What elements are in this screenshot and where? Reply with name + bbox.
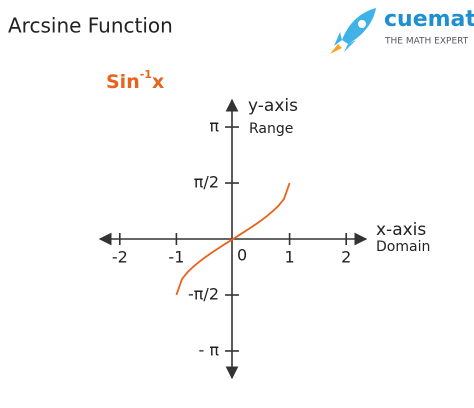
brand-tagline: THE MATH EXPERT [384,37,469,47]
function-exponent: -1 [140,68,152,81]
origin-label: 0 [237,246,247,265]
header-title: Arcsine Function [8,14,173,38]
y-tick-label: - π [199,340,220,359]
x-axis-label: x-axis [376,220,426,240]
brand-name: cuemath [384,7,474,32]
arcsine-curve [175,182,291,296]
y-axis-sublabel: Range [249,121,293,137]
function-label: Sin-1x [106,68,164,93]
rocket-flame [330,44,342,54]
x-axis-sublabel: Domain [376,239,430,255]
y-axis-label: y-axis [248,96,298,116]
rocket-fin [334,32,356,52]
x-tick-label: -2 [112,248,128,267]
rocket-window [358,20,366,28]
function-base: Sin [106,71,140,93]
x-tick-label: -1 [168,248,184,267]
y-tick-label: π [209,117,219,136]
brand-logo: cuemath THE MATH EXPERT [330,7,474,54]
y-tick-label: π/2 [194,173,219,192]
function-argument: x [152,71,164,93]
x-tick-label: 2 [341,248,351,267]
y-tick-label: -π/2 [188,284,219,303]
x-tick-label: 1 [285,248,295,267]
